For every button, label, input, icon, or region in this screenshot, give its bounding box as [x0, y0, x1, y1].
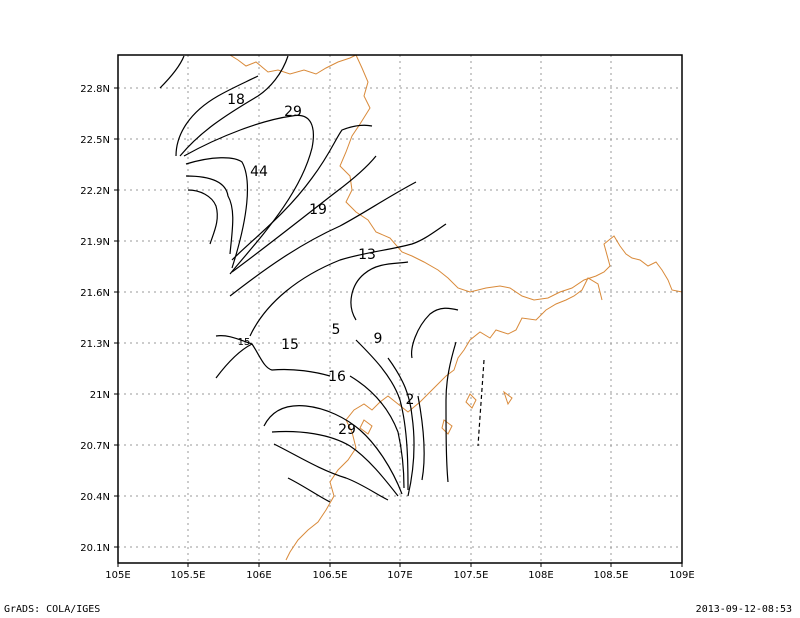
- x-tick-label: 109E: [669, 570, 694, 581]
- tick-marks: [114, 87, 683, 567]
- coast-island-2: [465, 393, 477, 409]
- contour-line: [231, 124, 373, 261]
- contour-line: [263, 405, 403, 495]
- contour-label: 2: [406, 392, 415, 408]
- x-tick-label: 106.5E: [313, 570, 348, 581]
- footer-timestamp: 2013-09-12-08:53: [695, 604, 792, 615]
- contour-line: [271, 430, 399, 497]
- contour-label: 13: [358, 247, 376, 263]
- y-tick-label: 20.7N: [80, 441, 110, 452]
- contour-line: [185, 157, 249, 269]
- x-tick-label: 107.5E: [454, 570, 489, 581]
- y-tick-label: 21.3N: [80, 339, 110, 350]
- y-tick-label: 21N: [90, 390, 110, 401]
- border-line-east: [339, 54, 611, 301]
- contour-label: 15: [281, 337, 299, 353]
- y-tick-label: 21.6N: [80, 288, 110, 299]
- y-tick-label: 20.4N: [80, 492, 110, 503]
- x-tick-label: 108E: [528, 570, 553, 581]
- x-axis-tick-labels: 105E 105.5E 106E 106.5E 107E 107.5E 108E…: [105, 570, 694, 581]
- contour-label: 44: [250, 164, 268, 180]
- y-tick-label: 22.5N: [80, 135, 110, 146]
- coast-island-1: [441, 419, 453, 435]
- y-axis-tick-labels: 20.1N 20.4N 20.7N 21N 21.3N 21.6N 21.9N …: [80, 84, 110, 554]
- y-tick-label: 22.8N: [80, 84, 110, 95]
- contour-line: [350, 261, 409, 321]
- contour-label: 5: [332, 322, 341, 338]
- contour-line: [273, 443, 389, 501]
- contour-label: 16: [328, 369, 346, 385]
- contour-line: [215, 335, 253, 345]
- x-tick-label: 107E: [387, 570, 412, 581]
- coast-lower: [285, 277, 603, 561]
- contour-line: [249, 223, 447, 337]
- coastline: [229, 54, 683, 561]
- contour-label: 29: [284, 104, 302, 120]
- x-tick-label: 105E: [105, 570, 130, 581]
- contour-label: 9: [374, 331, 383, 347]
- contour-line: [187, 189, 218, 245]
- x-tick-label: 106E: [246, 570, 271, 581]
- contour-line: [349, 375, 405, 489]
- contour-line-dashed: [477, 359, 485, 447]
- x-tick-label: 108.5E: [594, 570, 629, 581]
- contour-labels: 18 29 44 19 13 5 9 15 15 16 2 29: [227, 92, 414, 438]
- contour-line: [411, 307, 459, 359]
- contour-label: 19: [309, 202, 327, 218]
- contour-line: [183, 114, 314, 275]
- map-gridlines: [118, 55, 682, 563]
- y-tick-label: 22.2N: [80, 186, 110, 197]
- contour-line: [231, 155, 377, 273]
- coast-island-3: [503, 390, 513, 406]
- y-tick-label: 20.1N: [80, 543, 110, 554]
- contour-line: [159, 55, 185, 89]
- contour-line: [185, 175, 234, 255]
- contour-line: [445, 341, 457, 483]
- contour-line: [215, 343, 331, 379]
- contour-line: [175, 75, 259, 157]
- border-line-north: [229, 54, 357, 75]
- contour-line: [417, 395, 425, 481]
- contour-label: 18: [227, 92, 245, 108]
- contour-line: [387, 357, 415, 497]
- contour-line: [355, 339, 409, 491]
- contour-line: [179, 55, 289, 157]
- coast-island-4: [359, 419, 373, 435]
- contour-label: 15: [238, 337, 251, 348]
- contour-line: [229, 181, 417, 297]
- y-tick-label: 21.9N: [80, 237, 110, 248]
- contour-label: 29: [338, 422, 356, 438]
- coast-gulf: [603, 235, 683, 293]
- footer-credit: GrADS: COLA/IGES: [4, 604, 101, 615]
- x-tick-label: 105.5E: [171, 570, 206, 581]
- contour-lines: [159, 55, 485, 503]
- contour-line: [287, 477, 331, 503]
